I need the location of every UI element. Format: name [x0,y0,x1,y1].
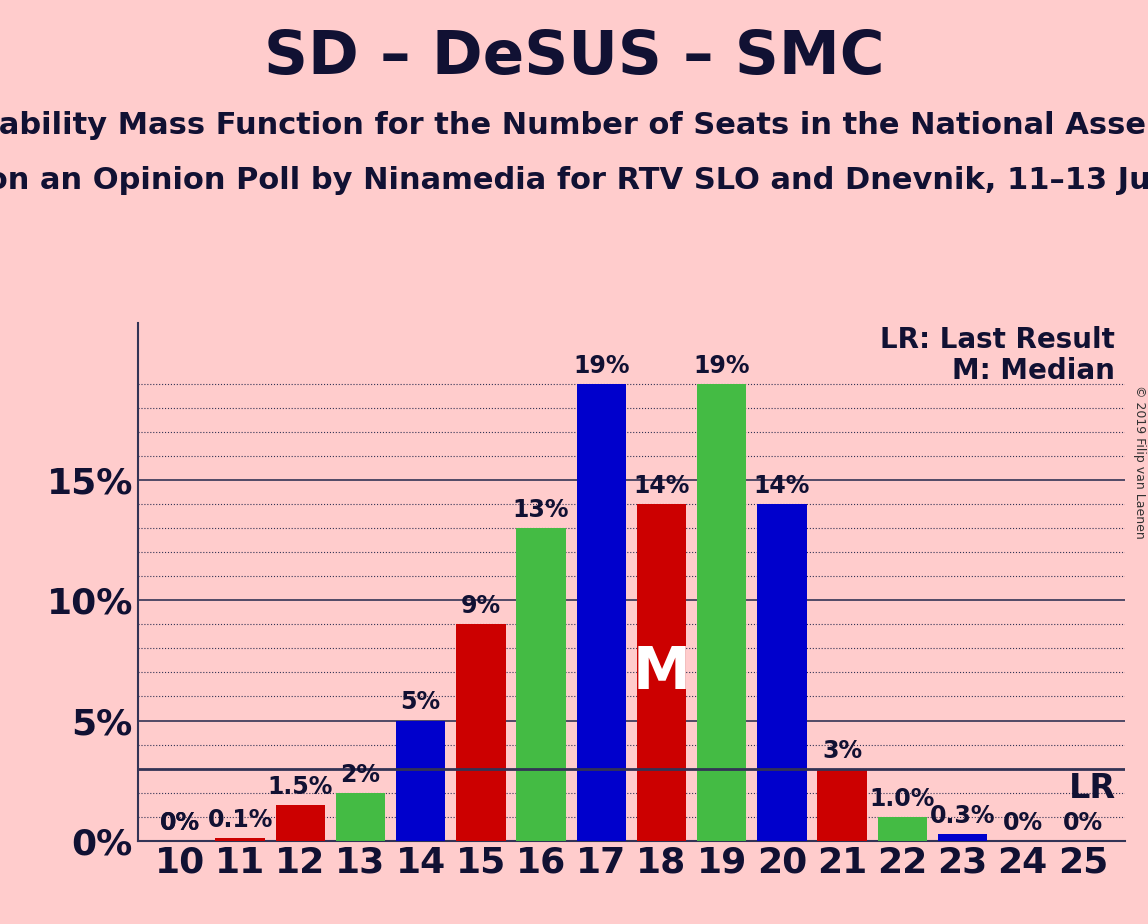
Text: 0.1%: 0.1% [208,808,273,833]
Bar [938,833,987,841]
Text: 19%: 19% [693,354,750,378]
Bar [276,805,325,841]
Text: 19%: 19% [573,354,629,378]
Bar [576,383,626,841]
Bar [637,504,687,841]
Bar [758,504,807,841]
Text: 0%: 0% [1002,811,1042,834]
Bar [336,793,386,841]
Text: © 2019 Filip van Laenen: © 2019 Filip van Laenen [1133,385,1146,539]
Bar [456,625,505,841]
Text: 14%: 14% [754,474,810,498]
Bar [517,528,566,841]
Text: 13%: 13% [513,498,569,522]
Text: 2%: 2% [341,762,380,786]
Text: 5%: 5% [401,690,441,714]
Text: 14%: 14% [634,474,690,498]
Text: 0%: 0% [160,811,200,834]
Text: M: Median: M: Median [953,357,1115,385]
Bar [396,721,445,841]
Bar [817,769,867,841]
Text: Based on an Opinion Poll by Ninamedia for RTV SLO and Dnevnik, 11–13 July 2019: Based on an Opinion Poll by Ninamedia fo… [0,166,1148,195]
Text: SD – DeSUS – SMC: SD – DeSUS – SMC [264,28,884,87]
Text: 0%: 0% [160,811,200,834]
Text: 0.3%: 0.3% [930,804,995,828]
Text: 0%: 0% [1063,811,1103,834]
Text: 9%: 9% [460,594,501,618]
Text: M: M [633,644,691,701]
Bar [216,838,265,841]
Text: 1.5%: 1.5% [267,774,333,798]
Text: LR: LR [1069,772,1116,805]
Bar [697,383,746,841]
Text: Probability Mass Function for the Number of Seats in the National Assembly: Probability Mass Function for the Number… [0,111,1148,140]
Bar [877,817,926,841]
Text: 1.0%: 1.0% [870,786,934,810]
Text: LR: Last Result: LR: Last Result [881,326,1115,354]
Text: 3%: 3% [822,738,862,762]
